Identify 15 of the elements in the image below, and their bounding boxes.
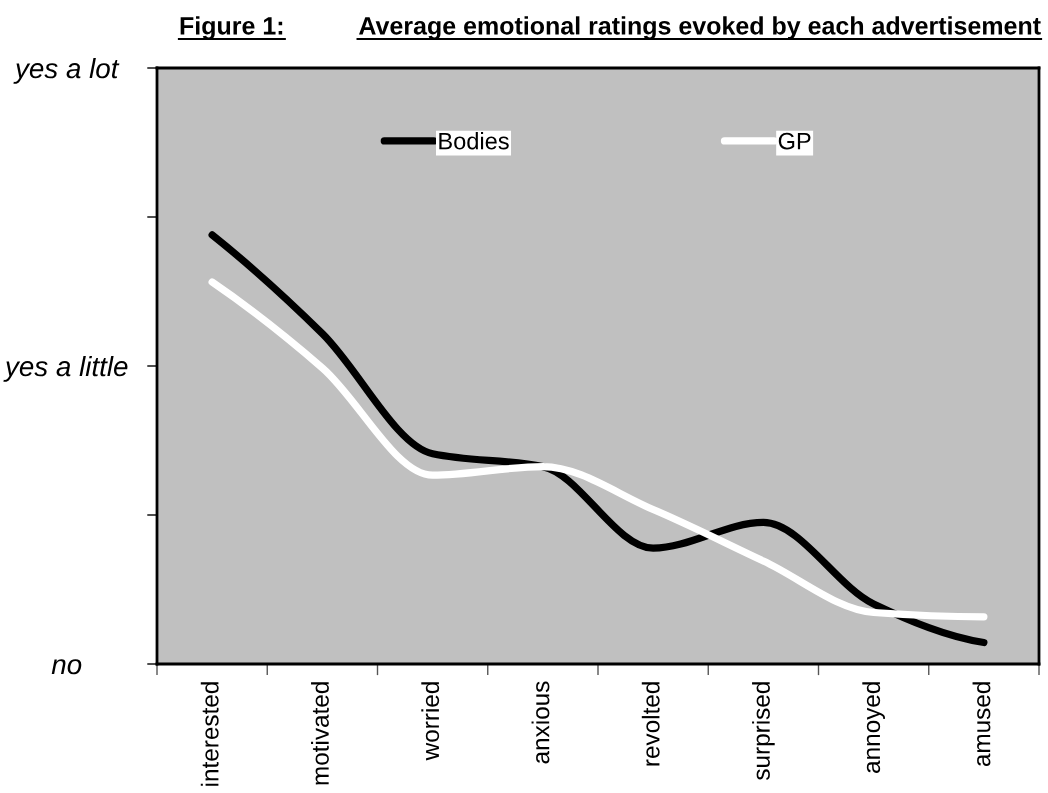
x-tick-label: interested xyxy=(200,682,219,786)
category-label: yes a little xyxy=(3,355,128,382)
category-label: no xyxy=(51,659,82,675)
x-tick-label: surprised xyxy=(752,682,775,780)
x-tick-label: motivated xyxy=(311,682,329,785)
x-tick-label: amused xyxy=(972,682,991,767)
x-tick-label: annoyed xyxy=(862,682,885,773)
x-tick-label: worried xyxy=(421,682,440,761)
chart-subtitle: Average emotional ratings evoked by each advertisement xyxy=(359,16,1041,40)
category-label: yes a lot xyxy=(13,57,120,84)
chart-title: Figure 1: xyxy=(180,16,283,40)
x-tick-label: revolted xyxy=(641,682,660,766)
legend-label: GP xyxy=(778,132,811,150)
legend-label: Bodies xyxy=(439,132,509,150)
x-tick-label: anxious xyxy=(531,681,550,764)
